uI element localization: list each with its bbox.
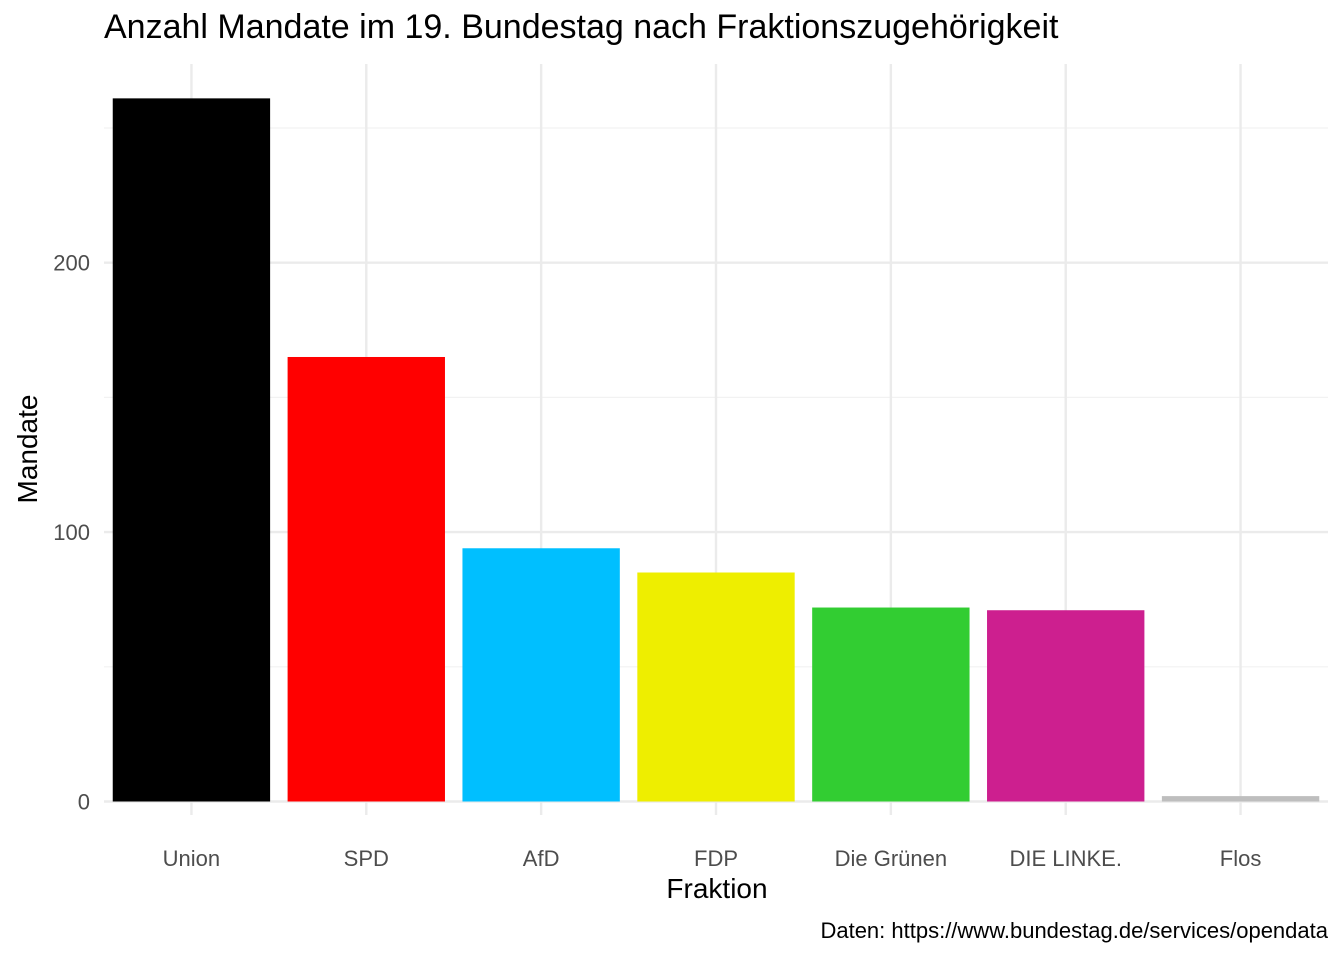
x-tick-label: SPD — [344, 846, 389, 871]
bars — [112, 98, 1320, 802]
bar-union — [112, 98, 271, 802]
chart-title: Anzahl Mandate im 19. Bundestag nach Fra… — [104, 8, 1059, 46]
y-tick-label: 100 — [53, 520, 90, 545]
bar-die-grünen — [812, 607, 970, 802]
x-tick-label: Union — [163, 846, 220, 871]
x-tick-label: FDP — [694, 846, 738, 871]
bar-die-linke — [987, 610, 1145, 802]
y-tick-labels: 0 100 200 — [53, 251, 90, 815]
y-tick-label: 0 — [78, 790, 90, 815]
x-tick-label: AfD — [523, 846, 560, 871]
bar-afd — [462, 548, 620, 802]
bar-flos — [1161, 796, 1320, 802]
x-tick-label: Flos — [1220, 846, 1262, 871]
bar-fdp — [637, 572, 795, 802]
x-tick-label: Die Grünen — [835, 846, 948, 871]
x-tick-label: DIE LINKE. — [1009, 846, 1121, 871]
y-tick-label: 200 — [53, 251, 90, 276]
y-axis-label: Mandate — [12, 394, 43, 504]
x-tick-labels: Union SPD AfD FDP Die Grünen DIE LINKE. Flos — [163, 846, 1262, 871]
x-axis-label: Fraktion — [666, 873, 768, 904]
bar-spd — [287, 356, 445, 802]
chart-caption: Daten: https://www.bundestag.de/services… — [820, 918, 1328, 943]
